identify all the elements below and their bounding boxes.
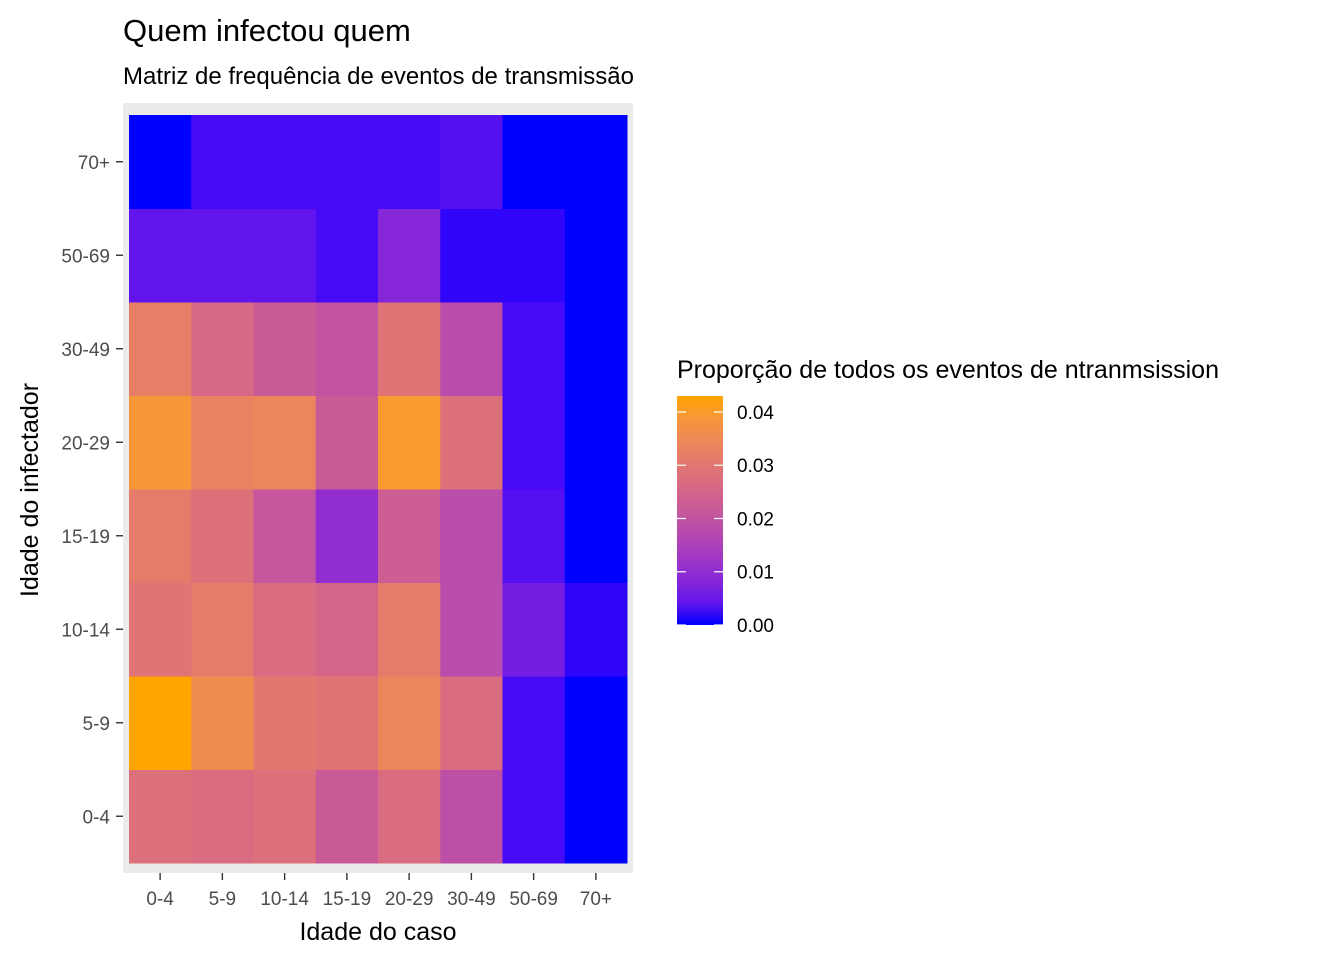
x-axis: 0-4 5-9 10-14 15-19 20-29 30-49 50-69 70+ [146,873,612,910]
heatmap-cell-10-14-50-69 [502,582,566,677]
heatmap-cell-50-69-70+ [564,208,628,303]
x-tick-label: 30-49 [447,889,496,910]
heatmap-cell-10-14-5-9 [191,582,254,677]
heatmap-cell-30-49-0-4 [129,302,192,396]
heatmap-cell-5-9-5-9 [191,676,254,770]
heatmap-cell-70+-20-29 [378,115,441,209]
heatmap-cell-10-14-10-14 [253,582,317,677]
y-tick-label: 0-4 [83,807,111,828]
heatmap-cell-10-14-15-19 [315,582,379,677]
heatmap-cell-20-29-15-19 [315,395,379,490]
heatmap-cell-30-49-5-9 [191,302,254,396]
legend-tick-label: 0.01 [737,563,774,584]
y-tick-label: 15-19 [61,527,110,548]
heatmap-cell-50-69-5-9 [191,208,254,303]
heatmap-cell-30-49-20-29 [378,302,441,396]
heatmap-cell-70+-10-14 [253,115,317,209]
heatmap-cell-5-9-50-69 [502,676,566,770]
heatmap-cell-30-49-15-19 [315,302,379,396]
heatmap-cell-10-14-30-49 [440,582,503,677]
heatmap-cell-0-4-15-19 [315,769,379,864]
y-axis: 0-4 5-9 10-14 15-19 20-29 30-49 50-69 70+ [61,153,123,828]
chart-title: Quem infectou quem [123,13,411,48]
x-tick-label: 70+ [580,889,612,910]
heatmap-cell-10-14-0-4 [129,582,192,677]
heatmap-cell-15-19-5-9 [191,489,254,583]
heatmap-cell-70+-70+ [564,115,628,209]
heatmap-cell-30-49-30-49 [440,302,503,396]
y-tick-label: 70+ [78,153,110,174]
y-tick-label: 30-49 [61,340,110,361]
y-tick-label: 50-69 [61,246,110,267]
heatmap-cell-70+-0-4 [129,115,192,209]
heatmap-cell-10-14-20-29 [378,582,441,677]
legend-tick-label: 0.00 [737,616,774,637]
x-tick-label: 15-19 [323,889,372,910]
heatmap-cell-0-4-70+ [564,769,628,864]
heatmap-cell-5-9-70+ [564,676,628,770]
heatmap-cell-5-9-30-49 [440,676,503,770]
x-axis-title: Idade do caso [299,918,456,946]
heatmap-cell-70+-5-9 [191,115,254,209]
heatmap-cell-15-19-10-14 [253,489,317,583]
legend-tick-label: 0.04 [737,403,774,424]
heatmap-cell-20-29-50-69 [502,395,566,490]
y-tick-label: 5-9 [83,714,110,735]
heatmap-cell-0-4-50-69 [502,769,566,864]
heatmap-cell-30-49-70+ [564,302,628,396]
heatmap-cell-10-14-70+ [564,582,628,677]
heatmap-cells [129,115,628,864]
heatmap-cell-50-69-10-14 [253,208,317,303]
heatmap-cell-0-4-0-4 [129,769,192,864]
chart-subtitle: Matriz de frequência de eventos de trans… [123,63,634,90]
heatmap-cell-0-4-10-14 [253,769,317,864]
heatmap-cell-70+-15-19 [315,115,379,209]
heatmap-cell-30-49-50-69 [502,302,566,396]
heatmap-cell-0-4-30-49 [440,769,503,864]
x-tick-label: 0-4 [146,889,174,910]
heatmap-cell-0-4-20-29 [378,769,441,864]
heatmap-cell-15-19-0-4 [129,489,192,583]
heatmap-cell-50-69-50-69 [502,208,566,303]
heatmap-cell-20-29-20-29 [378,395,441,490]
legend-tick-label: 0.02 [737,509,774,530]
x-tick-label: 50-69 [509,889,558,910]
heatmap-cell-50-69-30-49 [440,208,503,303]
legend-colorbar [677,396,723,625]
x-tick-label: 5-9 [209,889,236,910]
heatmap-cell-50-69-0-4 [129,208,192,303]
heatmap-cell-15-19-70+ [564,489,628,583]
legend-ticks: 0.00 0.01 0.02 0.03 0.04 [677,403,774,637]
heatmap-cell-15-19-20-29 [378,489,441,583]
heatmap-cell-20-29-0-4 [129,395,192,490]
y-axis-title: Idade do infectador [16,383,44,597]
heatmap-cell-70+-30-49 [440,115,503,209]
heatmap-cell-5-9-20-29 [378,676,441,770]
heatmap-cell-30-49-10-14 [253,302,317,396]
y-tick-label: 10-14 [61,620,110,641]
heatmap-cell-20-29-30-49 [440,395,503,490]
heatmap-cell-15-19-15-19 [315,489,379,583]
heatmap-cell-15-19-50-69 [502,489,566,583]
heatmap-cell-5-9-15-19 [315,676,379,770]
heatmap-cell-20-29-10-14 [253,395,317,490]
x-tick-label: 10-14 [260,889,309,910]
legend-title: Proporção de todos os eventos de ntranms… [677,356,1219,384]
heatmap-cell-70+-50-69 [502,115,566,209]
y-tick-label: 20-29 [61,433,110,454]
x-tick-label: 20-29 [385,889,434,910]
legend-tick-label: 0.03 [737,456,774,477]
heatmap-cell-50-69-20-29 [378,208,441,303]
heatmap-cell-0-4-5-9 [191,769,254,864]
heatmap-cell-15-19-30-49 [440,489,503,583]
heatmap-cell-20-29-5-9 [191,395,254,490]
heatmap-cell-5-9-10-14 [253,676,317,770]
heatmap-cell-20-29-70+ [564,395,628,490]
heatmap-cell-5-9-0-4 [129,676,192,770]
heatmap-cell-50-69-15-19 [315,208,379,303]
